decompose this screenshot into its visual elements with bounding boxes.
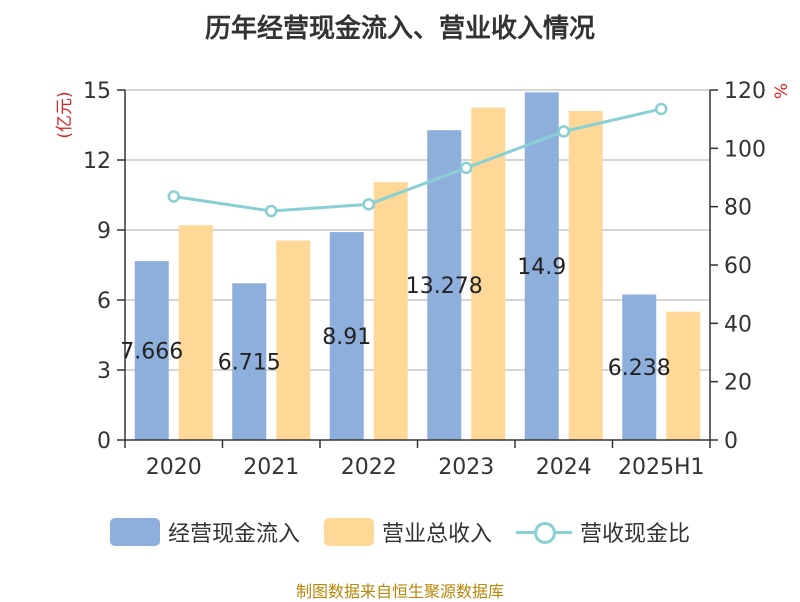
chart-title: 历年经营现金流入、营业收入情况: [204, 14, 595, 44]
legend-swatch-revenue: [323, 518, 374, 546]
legend-label-ratio: 营收现金比: [580, 522, 691, 547]
y-tick-label: 9: [97, 219, 111, 244]
bar-revenue: [568, 111, 603, 440]
bar-cash-inflow: [134, 261, 169, 440]
y-tick-label: 6: [97, 289, 111, 314]
y-tick-label: 15: [83, 79, 111, 104]
line-ratio: [173, 107, 662, 213]
legend-line-ratio: [516, 518, 572, 546]
y-tick-label: 12: [83, 149, 111, 174]
x-tick-label: 2023: [438, 455, 494, 480]
bar-revenue: [178, 225, 213, 440]
y2-tick-label: 80: [724, 196, 752, 221]
y-axis-label: (亿元): [55, 91, 75, 138]
y2-tick-label: 100: [724, 137, 766, 162]
bar-cash-inflow: [232, 283, 267, 440]
data-label-cash-inflow: 7.666: [120, 340, 183, 365]
point-ratio: [167, 190, 180, 203]
y2-tick-label: 20: [724, 371, 752, 396]
bar-revenue: [276, 240, 311, 440]
x-tick-label: 2021: [243, 455, 299, 480]
legend-item-ratio[interactable]: 营收现金比: [516, 516, 690, 548]
bar-revenue: [666, 311, 701, 440]
bar-cash-inflow: [524, 92, 559, 440]
legend-swatch-cash-inflow: [109, 518, 160, 546]
data-label-cash-inflow: 14.9: [517, 255, 566, 280]
bar-cash-inflow: [329, 232, 364, 440]
point-ratio: [265, 204, 278, 218]
data-label-cash-inflow: 13.278: [406, 274, 483, 299]
data-label-cash-inflow: 6.715: [218, 351, 281, 376]
point-ratio: [557, 125, 570, 138]
x-tick-label: 2022: [341, 455, 397, 480]
y2-axis-label: %: [772, 83, 792, 99]
y2-tick-label: 40: [724, 312, 752, 337]
y-tick-label: 3: [97, 359, 111, 384]
legend: 经营现金流入 营业总收入 营收现金比: [0, 516, 800, 548]
x-tick-label: 2024: [536, 455, 592, 480]
bar-revenue: [373, 182, 408, 440]
point-ratio: [655, 102, 668, 116]
data-label-cash-inflow: 6.238: [608, 356, 671, 381]
legend-item-cash-inflow[interactable]: 经营现金流入: [109, 516, 300, 548]
y-tick-label: 0: [97, 429, 111, 454]
legend-label-revenue: 营业总收入: [381, 522, 492, 547]
point-ratio: [460, 161, 473, 175]
source-note: 制图数据来自恒生聚源数据库: [295, 582, 504, 601]
y2-tick-label: 60: [724, 254, 752, 279]
legend-label-cash-inflow: 经营现金流入: [167, 522, 300, 547]
x-tick-label: 2020: [146, 455, 202, 480]
y2-tick-label: 0: [724, 429, 738, 454]
data-label-cash-inflow: 8.91: [322, 325, 371, 350]
point-ratio: [362, 198, 375, 211]
y2-tick-label: 120: [724, 79, 766, 104]
x-tick-label: 2025H1: [618, 455, 705, 480]
legend-item-revenue[interactable]: 营业总收入: [323, 516, 492, 548]
bar-cash-inflow: [622, 294, 657, 440]
